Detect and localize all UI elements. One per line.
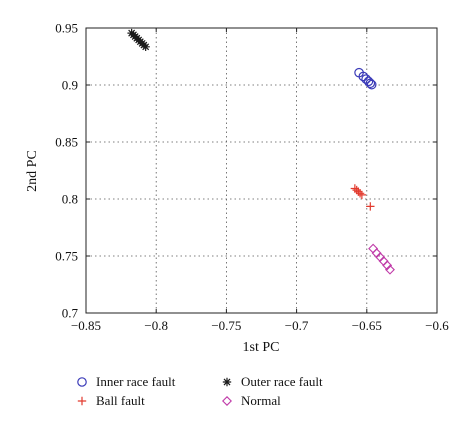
x-tick-label: −0.75 (211, 318, 241, 333)
data-point-plus (355, 189, 365, 198)
legend-marker-diamond-icon (222, 396, 232, 406)
series-asterisk (127, 28, 150, 52)
data-point-diamond (382, 260, 393, 271)
y-tick-label: 0.8 (62, 192, 78, 207)
legend-label: Outer race fault (241, 374, 323, 389)
x-tick-label: −0.8 (144, 318, 168, 333)
legend-item-outer-race-fault: Outer race fault (222, 374, 323, 389)
axis-ticks: −0.85 −0.8 −0.75 −0.7 −0.65 −0.6 0.7 0.75 0.8 0.8… (55, 21, 449, 334)
legend-symbol (222, 377, 232, 387)
legend-symbol (222, 396, 232, 406)
y-tick-label: 0.9 (62, 78, 78, 93)
y-tick-label: 0.7 (62, 306, 79, 321)
legend-symbol (77, 377, 87, 387)
data-point-asterisk (141, 42, 150, 52)
y-axis-label: 2nd PC (25, 150, 40, 192)
data-point-circle (363, 76, 374, 87)
x-tick-label: −0.7 (285, 318, 309, 333)
plot-frame (85, 27, 438, 314)
grid-lines (86, 28, 437, 313)
legend-label: Normal (241, 393, 281, 408)
legend-item-normal: Normal (222, 393, 281, 408)
x-tick-label: −0.65 (352, 318, 382, 333)
data-point-plus (366, 202, 375, 211)
data-markers (127, 28, 395, 275)
y-tick-label: 0.75 (55, 249, 78, 264)
legend-label: Inner race fault (96, 374, 176, 389)
legend-item-ball-fault: Ball fault (77, 393, 145, 408)
legend-symbol (77, 396, 87, 406)
x-tick-label: −0.6 (425, 318, 449, 333)
series-circle (354, 67, 377, 90)
x-axis-label: 1st PC (243, 340, 280, 355)
x-tick-label: −0.85 (71, 318, 101, 333)
y-tick-label: 0.85 (55, 135, 78, 150)
legend: Inner race fault Outer race fault Ball f… (77, 374, 323, 408)
data-point-diamond (384, 264, 395, 275)
legend-item-inner-race-fault: Inner race fault (77, 374, 176, 389)
data-point-diamond (368, 243, 379, 254)
data-point-plus (357, 190, 367, 200)
legend-label: Ball fault (96, 393, 145, 408)
legend-marker-plus-icon (77, 396, 87, 406)
series-diamond (368, 243, 395, 275)
y-tick-label: 0.95 (55, 21, 78, 36)
series-plus (350, 184, 375, 211)
legend-marker-circle-icon (77, 377, 87, 387)
data-point-circle (358, 71, 369, 82)
data-point-circle (366, 79, 377, 90)
legend-marker-asterisk-icon (222, 377, 232, 387)
data-point-circle (365, 78, 376, 89)
